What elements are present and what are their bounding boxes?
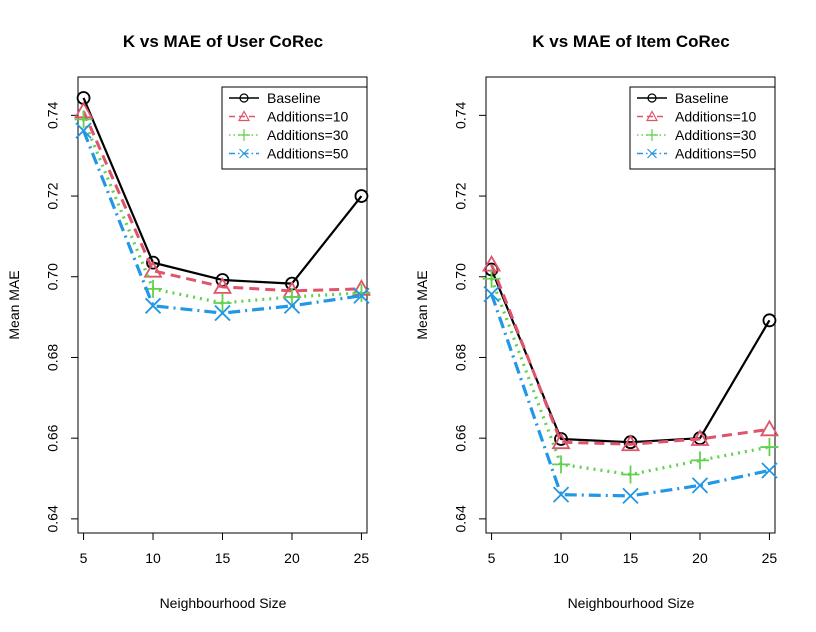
data-point xyxy=(620,434,641,452)
chart-title: K vs MAE of User CoRec xyxy=(123,32,323,51)
data-point xyxy=(622,487,639,505)
data-point xyxy=(690,429,710,446)
data-point xyxy=(144,297,162,314)
x-tick-label: 20 xyxy=(284,550,300,566)
y-tick-label: 0.68 xyxy=(453,344,469,371)
y-tick-label: 0.64 xyxy=(453,505,469,532)
data-point xyxy=(552,455,571,474)
y-tick-label: 0.66 xyxy=(453,424,469,451)
x-tick-label: 5 xyxy=(488,550,496,566)
legend-marker xyxy=(238,129,250,141)
legend-entry: Additions=10 xyxy=(267,109,349,125)
series-line xyxy=(490,269,771,444)
data-point xyxy=(212,277,233,294)
legend-marker xyxy=(647,93,657,103)
data-point xyxy=(551,432,571,450)
data-point xyxy=(213,293,232,312)
y-tick-label: 0.74 xyxy=(45,101,61,128)
x-tick-label: 10 xyxy=(145,550,161,566)
data-point xyxy=(282,287,301,306)
chart-panel-item-corec: K vs MAE of Item CoRec Neighbourhood Siz… xyxy=(414,32,779,611)
data-point xyxy=(690,451,709,470)
data-point xyxy=(352,283,371,302)
y-tick-label: 0.68 xyxy=(45,344,61,371)
data-point xyxy=(354,189,369,203)
legend-marker xyxy=(647,148,657,159)
legend-entry: Additions=30 xyxy=(267,127,349,143)
x-tick-label: 20 xyxy=(692,550,708,566)
data-point xyxy=(74,110,93,129)
data-point xyxy=(146,255,160,270)
y-axis-label: Mean MAE xyxy=(6,270,22,339)
data-point xyxy=(762,313,777,328)
y-tick-label: 0.72 xyxy=(453,182,469,209)
legend-entry: Baseline xyxy=(675,90,729,106)
data-point xyxy=(691,477,709,494)
x-tick-label: 5 xyxy=(80,550,88,566)
chart-panel-user-corec: K vs MAE of User CoRec Neighbourhood Siz… xyxy=(6,32,371,611)
x-tick-label: 15 xyxy=(623,550,639,566)
data-point xyxy=(353,287,370,304)
data-point xyxy=(759,419,779,437)
y-tick-label: 0.72 xyxy=(45,182,61,209)
x-tick-label: 15 xyxy=(215,550,231,566)
x-axis-label: Neighbourhood Size xyxy=(160,595,287,611)
y-tick-label: 0.74 xyxy=(453,101,469,128)
data-point xyxy=(761,462,778,479)
series-line xyxy=(82,110,362,293)
legend-marker xyxy=(645,110,659,122)
y-tick-label: 0.70 xyxy=(45,263,61,290)
data-point xyxy=(621,465,640,484)
legend-entry: Additions=10 xyxy=(675,109,757,125)
x-tick-label: 25 xyxy=(762,550,778,566)
data-point xyxy=(75,122,92,139)
data-point xyxy=(283,297,301,314)
legend-entry: Baseline xyxy=(267,90,321,106)
legend-marker xyxy=(237,110,251,122)
x-tick-label: 25 xyxy=(354,550,370,566)
y-tick-label: 0.64 xyxy=(45,505,61,532)
data-point xyxy=(143,260,163,278)
legend-marker xyxy=(239,93,249,103)
legend-entry: Additions=50 xyxy=(267,146,349,162)
legend-marker xyxy=(646,129,658,141)
data-point xyxy=(482,269,501,288)
series-line xyxy=(490,264,770,446)
legend-marker xyxy=(239,148,249,159)
data-point xyxy=(214,304,231,322)
x-tick-label: 10 xyxy=(553,550,569,566)
legend-entry: Additions=30 xyxy=(675,127,757,143)
y-tick-label: 0.66 xyxy=(45,424,61,451)
data-point xyxy=(483,285,500,303)
data-point xyxy=(552,486,570,503)
y-axis-label: Mean MAE xyxy=(414,270,430,339)
chart-title: K vs MAE of Item CoRec xyxy=(532,32,729,51)
data-point xyxy=(760,438,779,457)
x-axis-label: Neighbourhood Size xyxy=(568,595,695,611)
y-tick-label: 0.70 xyxy=(453,263,469,290)
legend-entry: Additions=50 xyxy=(675,146,757,162)
